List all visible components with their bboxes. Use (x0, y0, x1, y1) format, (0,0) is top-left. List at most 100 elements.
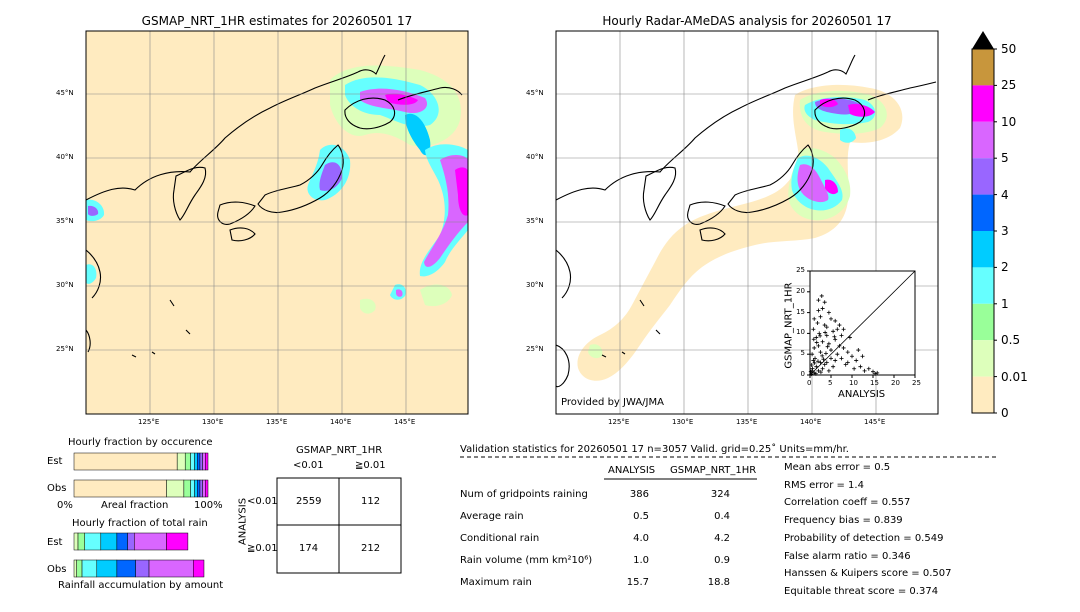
left-rain-patches (86, 65, 468, 314)
validation-row-label: Conditional rain (460, 533, 540, 544)
scatter-point (815, 321, 820, 325)
scatter-point (812, 345, 817, 350)
scatter-point (831, 329, 836, 334)
scatter-point (812, 316, 817, 321)
bar-segment (76, 559, 83, 578)
scatter-point (816, 368, 821, 373)
contingency-cell-1-1: 212 (361, 543, 381, 554)
scatter-point (822, 323, 827, 328)
colorbar-label: 1 (1001, 296, 1009, 311)
scatter-y-tick: 5 (800, 349, 805, 358)
scatter-y-tick: 25 (796, 266, 805, 274)
scatter-point (826, 310, 831, 315)
scatter-point (821, 357, 826, 362)
scatter-point (826, 341, 831, 346)
bar-segment (96, 559, 118, 578)
bar-segment (194, 479, 198, 498)
left-gridlines (86, 31, 468, 414)
scatter-x-tick: 15 (870, 379, 879, 387)
validation-score: Probability of detection = 0.549 (784, 532, 944, 544)
occurrence-est-label: Est (47, 456, 63, 467)
colorbar-label: 50 (1001, 42, 1017, 56)
contingency-grid (276, 477, 402, 574)
scatter-point (819, 293, 824, 298)
right-lat-tick: 40°N (526, 153, 544, 161)
contingency-row-header-0: <0.01 (247, 496, 278, 507)
total-rain-xlabel: Rainfall accumulation by amount (58, 580, 224, 591)
scatter-plot (807, 270, 916, 378)
colorbar-swatch (972, 376, 994, 413)
scatter-point (820, 306, 825, 311)
validation-row-analysis: 4.0 (633, 533, 649, 544)
contingency-col-header-0: <0.01 (293, 460, 324, 471)
bar-segment (190, 452, 195, 471)
bar-segment (81, 559, 98, 578)
bar-segment (166, 479, 185, 498)
scatter-ylabel: GSMAP_NRT_1HR (783, 282, 795, 369)
validation-score: Frequency bias = 0.839 (784, 515, 903, 527)
left-lat-tick: 40°N (56, 153, 74, 161)
bar-segment (197, 452, 201, 471)
bar-segment (84, 532, 102, 551)
validation-row-analysis: 1.0 (633, 555, 649, 566)
scatter-point (809, 372, 814, 377)
colorbar-label: 0 (1001, 406, 1009, 420)
colorbar-swatch (972, 121, 994, 159)
left-lat-tick: 45°N (56, 89, 74, 97)
scatter-x-tick: 20 (891, 379, 900, 387)
validation-row-gsmap: 4.2 (714, 533, 730, 544)
scatter-point (814, 340, 819, 345)
right-lon-tick: 140°E (800, 418, 822, 426)
colorbar-swatch (972, 303, 994, 341)
right-lon-tick: 135°E (736, 418, 758, 426)
data-credit: Provided by JWA/JMA (561, 397, 664, 408)
bar-segment (205, 452, 209, 471)
bar-segment (184, 452, 191, 471)
left-lat-tick: 25°N (56, 345, 74, 353)
validation-row-gsmap: 324 (710, 489, 730, 500)
scatter-point (854, 358, 859, 363)
bar-segment (127, 532, 135, 551)
bar-segment (73, 479, 167, 498)
contingency-cell-0-0: 2559 (296, 496, 322, 507)
scatter-point (818, 333, 823, 338)
scatter-point (829, 316, 833, 321)
scatter-point (813, 356, 818, 361)
bar-segment (202, 452, 206, 471)
scatter-point (820, 366, 825, 371)
scatter-point (833, 358, 838, 363)
scatter-y-tick: 0 (800, 370, 805, 378)
scatter-point (833, 318, 838, 323)
scatter-point (841, 345, 846, 350)
scatter-point (835, 327, 840, 332)
scatter-point (813, 371, 818, 376)
scatter-point (816, 343, 821, 348)
scatter-point (823, 330, 828, 335)
left-lon-tick: 145°E (394, 418, 416, 426)
bar-segment (73, 452, 178, 471)
total-rain-title: Hourly fraction of total rain (72, 518, 208, 529)
bar-segment (73, 532, 79, 551)
colorbar-swatch (972, 49, 994, 86)
colorbar-swatch (972, 267, 994, 304)
fraction-bars (73, 452, 209, 578)
right-rain-patches (588, 90, 887, 359)
scatter-point (816, 298, 821, 303)
validation-row-gsmap: 0.9 (714, 555, 730, 566)
scatter-point (816, 308, 821, 313)
occurrence-xlabel: Areal fraction (101, 500, 169, 511)
scatter-point (810, 352, 815, 357)
validation-score: Correlation coeff = 0.557 (784, 497, 911, 509)
right-lat-tick: 45°N (526, 89, 544, 97)
colorbar-swatch (972, 85, 994, 122)
bar-segment (135, 559, 150, 578)
scatter-y-tick: 10 (796, 328, 805, 337)
scatter-point (845, 350, 850, 355)
occurrence-tick-0: 0% (57, 500, 73, 511)
scatter-point (837, 323, 842, 328)
scatter-point (811, 337, 816, 342)
bar-segment (197, 479, 201, 498)
scatter-point (835, 352, 840, 357)
colorbar-label: 0.5 (1001, 333, 1021, 348)
right-lon-tick: 125°E (608, 418, 630, 426)
